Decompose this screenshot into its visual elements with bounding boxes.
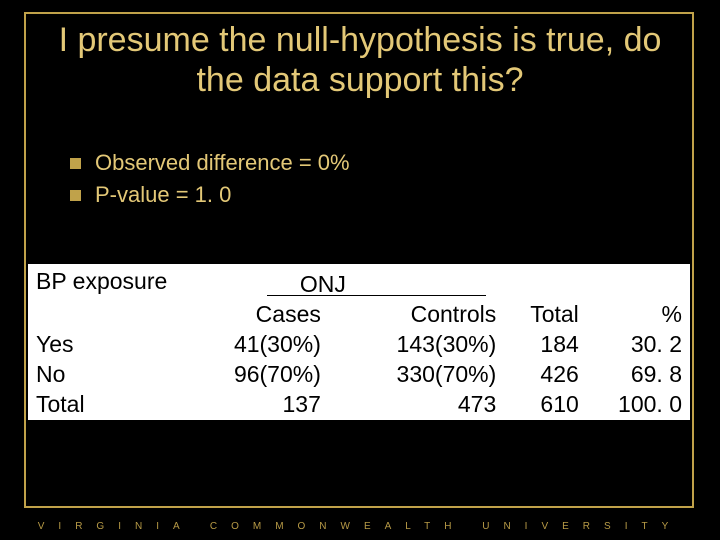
total-cell: 610 xyxy=(498,388,581,418)
cases-header: Cases xyxy=(147,298,322,328)
bullet-text: Observed difference = 0% xyxy=(95,150,350,176)
controls-header: Controls xyxy=(323,298,498,328)
onj-header: ONJ xyxy=(147,268,498,298)
slide-title: I presume the null-hypothesis is true, d… xyxy=(50,20,670,100)
row-label: No xyxy=(34,358,147,388)
onj-label: ONJ xyxy=(300,271,346,297)
bullet-list: Observed difference = 0% P-value = 1. 0 xyxy=(70,150,670,214)
list-item: Observed difference = 0% xyxy=(70,150,670,176)
pct-cell: 69. 8 xyxy=(581,358,684,388)
onj-rule xyxy=(267,295,486,296)
bullet-text: P-value = 1. 0 xyxy=(95,182,231,208)
empty-cell xyxy=(498,268,581,298)
cases-cell: 41(30%) xyxy=(147,328,322,358)
bp-header: BP exposure xyxy=(34,268,147,328)
table-row: BP exposure ONJ xyxy=(34,268,684,298)
total-cell: 426 xyxy=(498,358,581,388)
list-item: P-value = 1. 0 xyxy=(70,182,670,208)
controls-cell: 330(70%) xyxy=(323,358,498,388)
pct-cell: 100. 0 xyxy=(581,388,684,418)
data-table: BP exposure ONJ Cases Controls Total % Y… xyxy=(28,264,690,420)
slide: I presume the null-hypothesis is true, d… xyxy=(0,0,720,540)
bullet-icon xyxy=(70,190,81,201)
total-cell: 184 xyxy=(498,328,581,358)
table-row: Yes 41(30%) 143(30%) 184 30. 2 xyxy=(34,328,684,358)
cases-cell: 96(70%) xyxy=(147,358,322,388)
pct-header: % xyxy=(581,298,684,328)
total-header: Total xyxy=(498,298,581,328)
footer-text: VIRGINIA COMMONWEALTH UNIVERSITY xyxy=(0,521,720,532)
bullet-icon xyxy=(70,158,81,169)
cases-cell: 137 xyxy=(147,388,322,418)
row-label: Yes xyxy=(34,328,147,358)
pct-cell: 30. 2 xyxy=(581,328,684,358)
controls-cell: 473 xyxy=(323,388,498,418)
row-label: Total xyxy=(34,388,147,418)
table-row: Total 137 473 610 100. 0 xyxy=(34,388,684,418)
controls-cell: 143(30%) xyxy=(323,328,498,358)
empty-cell xyxy=(581,268,684,298)
table-row: No 96(70%) 330(70%) 426 69. 8 xyxy=(34,358,684,388)
